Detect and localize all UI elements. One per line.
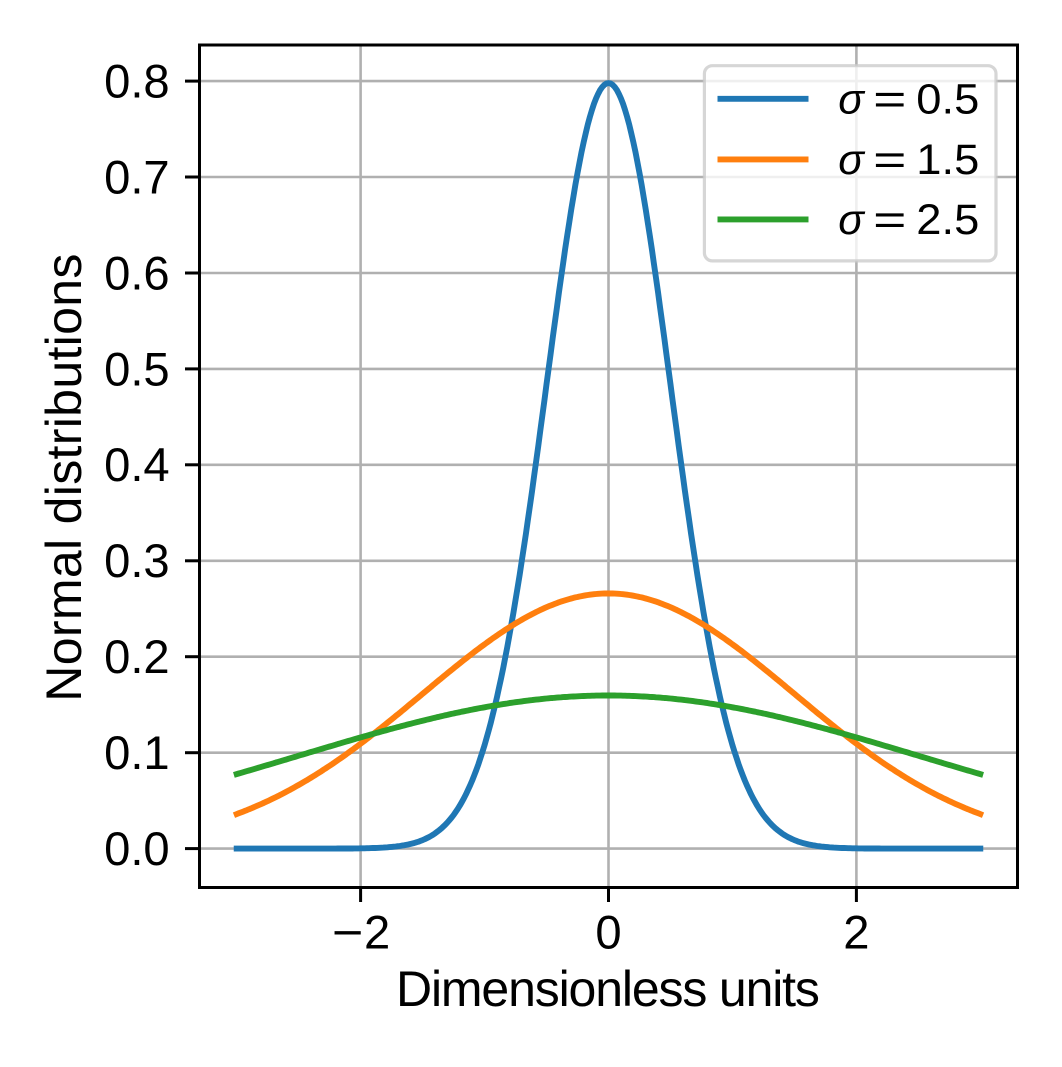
svg-text:σ=0.5: σ = 0.5 xyxy=(838,76,979,124)
svg-text:σ=1.5: σ = 1.5 xyxy=(838,136,979,184)
svg-text:Dimensionless units: Dimensionless units xyxy=(396,961,819,1017)
svg-text:σ=2.5: σ = 2.5 xyxy=(838,196,979,244)
svg-text:0.7: 0.7 xyxy=(104,151,170,204)
svg-text:0.3: 0.3 xyxy=(104,535,170,588)
svg-text:0.1: 0.1 xyxy=(104,727,170,780)
svg-text:Normal distributions: Normal distributions xyxy=(36,253,92,701)
svg-text:0.4: 0.4 xyxy=(104,439,170,492)
svg-text:0.5: 0.5 xyxy=(104,343,170,396)
svg-text:0: 0 xyxy=(595,907,621,960)
svg-text:0.2: 0.2 xyxy=(104,631,170,684)
svg-text:2: 2 xyxy=(843,907,869,960)
svg-text:0.0: 0.0 xyxy=(104,823,170,876)
svg-text:0.8: 0.8 xyxy=(104,56,170,109)
svg-text:0.6: 0.6 xyxy=(104,247,170,300)
svg-text:−2: −2 xyxy=(332,907,390,960)
